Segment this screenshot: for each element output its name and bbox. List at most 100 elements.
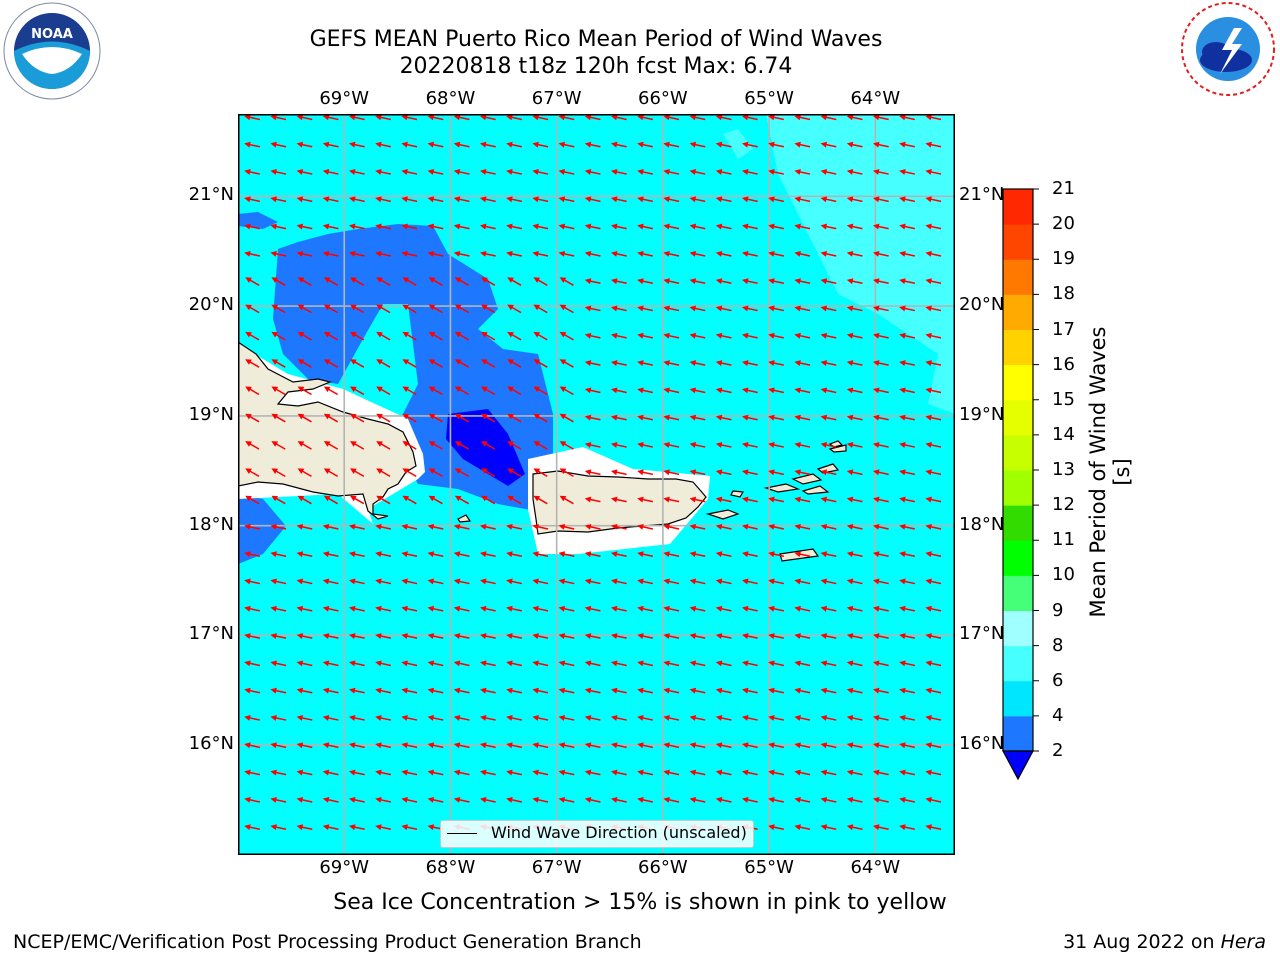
direction-arrow: [427, 633, 444, 640]
direction-arrow: [584, 305, 601, 312]
direction-arrow: [584, 796, 601, 803]
direction-arrow: [689, 633, 706, 640]
direction-arrow: [637, 496, 654, 503]
direction-arrow: [768, 660, 785, 667]
direction-arrow: [768, 387, 785, 394]
direction-arrow: [532, 742, 549, 749]
direction-arrow: [376, 386, 391, 396]
direction-arrow: [322, 769, 339, 776]
direction-arrow: [532, 223, 549, 230]
colorbar-tick-label: 10: [1052, 564, 1075, 586]
direction-arrow: [610, 715, 627, 721]
direction-arrow: [532, 715, 549, 721]
direction-arrow: [899, 250, 916, 257]
lon-tick-top: 69°W: [319, 88, 370, 109]
direction-arrow: [348, 250, 365, 257]
direction-arrow: [768, 633, 785, 640]
direction-arrow: [846, 523, 863, 530]
direction-arrow: [453, 742, 470, 749]
direction-arrow: [741, 687, 758, 694]
direction-arrow: [375, 633, 392, 640]
direction-arrow: [768, 414, 785, 421]
direction-arrow: [741, 660, 758, 667]
direction-arrow: [794, 605, 811, 612]
colorbar-tick-label: 12: [1052, 494, 1075, 516]
direction-arrow: [350, 359, 365, 368]
direction-arrow: [794, 715, 811, 721]
footer-host: Hera: [1220, 931, 1266, 953]
direction-arrow: [348, 633, 365, 640]
direction-arrow: [794, 360, 811, 367]
direction-arrow: [584, 496, 601, 503]
direction-arrow: [402, 304, 417, 314]
direction-arrow: [637, 633, 654, 640]
direction-arrow: [872, 769, 889, 776]
direction-arrow: [794, 305, 811, 312]
direction-arrow: [689, 114, 706, 121]
direction-arrow: [375, 796, 392, 803]
direction-arrow: [244, 633, 261, 640]
direction-arrow: [689, 442, 706, 448]
direction-arrow: [820, 469, 837, 476]
direction-arrow: [454, 304, 470, 314]
direction-arrow: [689, 250, 706, 257]
direction-arrow: [376, 468, 391, 478]
direction-arrow: [741, 442, 758, 448]
direction-arrow: [610, 114, 627, 121]
direction-arrow: [348, 605, 365, 612]
noaa-logo: NOAA: [0, 2, 104, 102]
direction-arrow: [350, 495, 365, 505]
direction-arrow: [532, 523, 549, 530]
direction-arrow: [559, 386, 574, 396]
direction-arrow: [401, 169, 418, 175]
direction-arrow: [348, 196, 365, 203]
direction-arrow: [846, 633, 863, 640]
direction-arrow: [427, 114, 444, 121]
direction-arrow: [872, 387, 889, 394]
direction-arrow: [297, 495, 312, 505]
direction-arrow: [296, 250, 313, 257]
colorbar-swatch: [1003, 505, 1033, 541]
direction-arrow: [348, 660, 365, 667]
direction-arrow: [715, 223, 732, 230]
direction-arrow: [925, 223, 942, 230]
direction-arrow: [820, 250, 837, 257]
direction-arrow: [533, 277, 548, 286]
direction-arrow: [506, 633, 523, 640]
direction-arrow: [663, 141, 680, 148]
direction-arrow: [584, 523, 601, 530]
direction-arrow: [663, 223, 680, 230]
direction-arrow: [689, 551, 706, 558]
direction-arrow: [428, 386, 443, 396]
direction-arrow: [401, 796, 418, 803]
direction-arrow: [375, 223, 392, 230]
direction-arrow: [899, 523, 916, 530]
direction-arrow: [348, 578, 365, 585]
direction-arrow: [637, 469, 654, 476]
direction-arrow: [637, 169, 654, 175]
direction-arrow: [427, 523, 444, 530]
colorbar-swatch: [1003, 645, 1033, 682]
direction-arrow: [610, 769, 627, 776]
legend-label: Wind Wave Direction (unscaled): [491, 823, 747, 842]
colorbar-swatch: [1003, 470, 1033, 506]
direction-arrow: [244, 141, 261, 148]
direction-arrow: [584, 605, 601, 612]
direction-arrow: [872, 605, 889, 612]
direction-arrow: [794, 250, 811, 257]
direction-arrow: [401, 523, 418, 530]
direction-arrow: [899, 769, 916, 776]
lon-tick-top: 68°W: [425, 88, 476, 109]
direction-arrow: [506, 742, 523, 749]
direction-arrow: [375, 605, 392, 612]
direction-arrow: [610, 414, 627, 421]
direction-arrow: [376, 331, 391, 341]
direction-arrow: [820, 278, 837, 285]
direction-arrow: [271, 386, 286, 396]
direction-arrow: [244, 715, 261, 721]
direction-arrow: [846, 442, 863, 448]
direction-arrow: [350, 331, 365, 341]
colorbar-swatch: [1003, 329, 1033, 366]
direction-arrow: [558, 796, 575, 803]
colorbar-tick-label: 16: [1052, 353, 1075, 375]
